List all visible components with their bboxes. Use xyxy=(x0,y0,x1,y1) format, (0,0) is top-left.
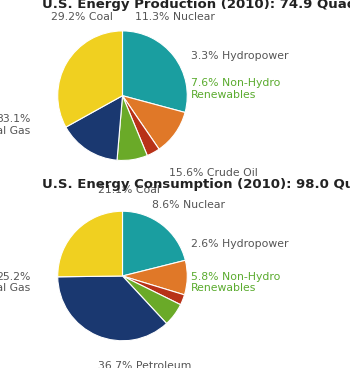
Wedge shape xyxy=(58,211,122,277)
Wedge shape xyxy=(122,31,187,113)
Text: 11.3% Nuclear: 11.3% Nuclear xyxy=(135,12,215,22)
Text: 36.7% Petroleum: 36.7% Petroleum xyxy=(98,361,192,368)
Wedge shape xyxy=(117,96,147,160)
Wedge shape xyxy=(66,96,122,160)
Wedge shape xyxy=(122,276,181,323)
Text: 25.2%
Natural Gas: 25.2% Natural Gas xyxy=(0,272,30,293)
Text: U.S. Energy Consumption (2010): 98.0 Quadrillion Btu: U.S. Energy Consumption (2010): 98.0 Qua… xyxy=(42,178,350,191)
Wedge shape xyxy=(122,96,185,149)
Text: 7.6% Non-Hydro
Renewables: 7.6% Non-Hydro Renewables xyxy=(190,78,280,100)
Wedge shape xyxy=(58,31,122,127)
Text: 3.3% Hydropower: 3.3% Hydropower xyxy=(190,50,288,60)
Wedge shape xyxy=(122,96,159,156)
Text: 8.6% Nuclear: 8.6% Nuclear xyxy=(152,200,225,210)
Text: U.S. Energy Production (2010): 74.9 Quadrillion Btu: U.S. Energy Production (2010): 74.9 Quad… xyxy=(42,0,350,11)
Text: 21.1% Coal: 21.1% Coal xyxy=(98,185,160,195)
Wedge shape xyxy=(122,260,187,295)
Text: 33.1%
Natural Gas: 33.1% Natural Gas xyxy=(0,114,30,136)
Wedge shape xyxy=(58,276,167,341)
Text: 15.6% Crude Oil: 15.6% Crude Oil xyxy=(169,169,258,178)
Text: 5.8% Non-Hydro
Renewables: 5.8% Non-Hydro Renewables xyxy=(190,272,280,293)
Text: 2.6% Hydropower: 2.6% Hydropower xyxy=(190,238,288,249)
Wedge shape xyxy=(122,211,186,276)
Wedge shape xyxy=(122,276,184,305)
Text: 29.2% Coal: 29.2% Coal xyxy=(51,12,113,22)
